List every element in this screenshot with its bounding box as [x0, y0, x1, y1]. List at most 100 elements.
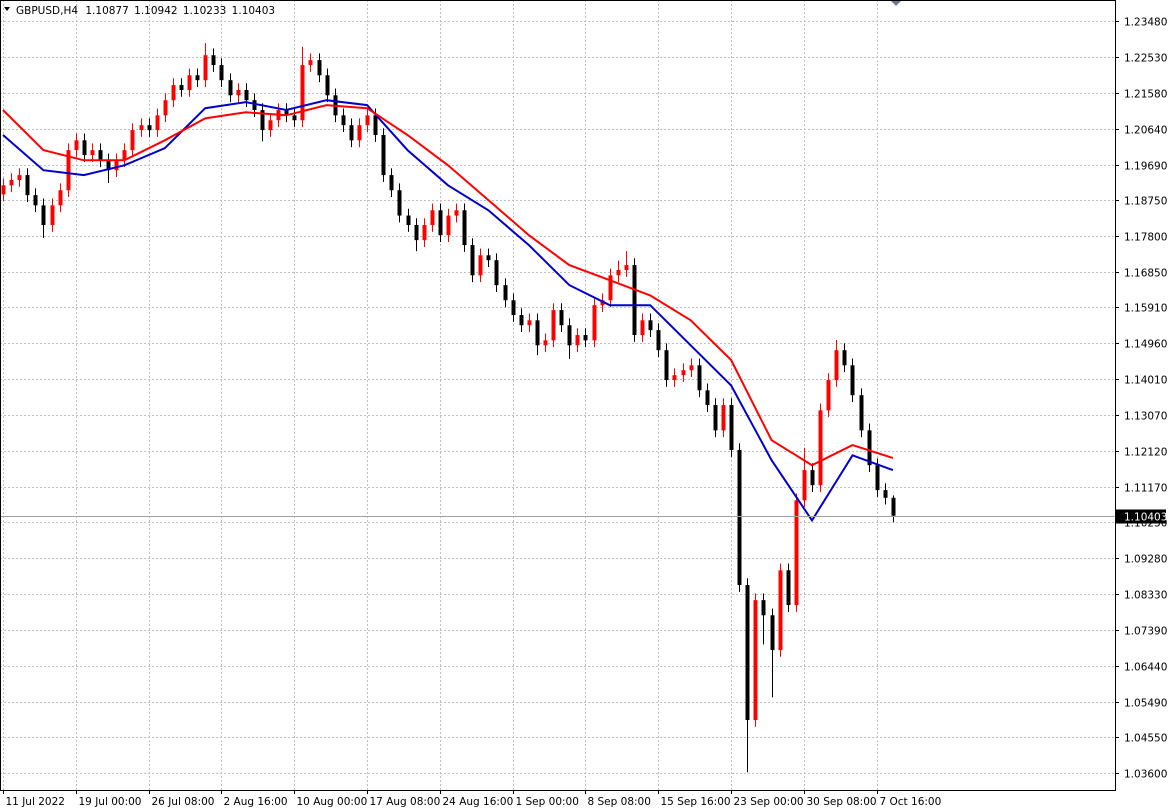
candle-body	[228, 80, 233, 96]
candle-body	[454, 210, 459, 216]
y-tick-label: 1.18750	[1124, 196, 1167, 208]
y-tick-label: 1.16850	[1124, 268, 1167, 280]
y-tick-label: 1.07390	[1124, 626, 1167, 638]
candle-body	[155, 115, 160, 131]
candle-body	[179, 85, 184, 91]
candle-body	[519, 315, 524, 326]
candle-body	[640, 320, 645, 336]
candle-body	[244, 90, 249, 101]
candle-body	[891, 497, 896, 516]
candle-body	[470, 245, 475, 276]
candle-body	[33, 195, 38, 206]
moving-average	[2, 99, 894, 523]
candle-body	[875, 465, 880, 491]
candle-body	[681, 370, 686, 376]
candle-body	[381, 135, 386, 176]
candle-body	[842, 350, 847, 366]
candle-body	[608, 275, 613, 301]
candle-body	[211, 55, 216, 66]
y-tick-label: 1.13070	[1124, 411, 1167, 423]
candle-body	[511, 300, 516, 316]
candle-body	[422, 225, 427, 241]
candle-body	[689, 365, 694, 371]
candle-body	[325, 75, 330, 96]
candle-body	[551, 310, 556, 341]
candle-body	[697, 365, 702, 391]
candle-body	[753, 600, 758, 721]
candle-body	[648, 320, 653, 331]
candle-body	[252, 100, 257, 111]
candle-body	[478, 255, 483, 276]
menu-arrow[interactable]	[4, 7, 10, 11]
candle-body	[656, 330, 661, 351]
candle-body	[357, 125, 362, 141]
y-tick-label: 1.20640	[1124, 125, 1167, 137]
candle-body	[139, 125, 144, 131]
x-tick-label: 23 Sep 00:00	[734, 796, 804, 808]
candle-body	[66, 150, 71, 191]
candle-body	[98, 150, 103, 161]
candle-body	[810, 470, 815, 486]
x-tick-label: 8 Sep 08:00	[588, 796, 651, 808]
candle-body	[794, 500, 799, 606]
candle-body	[114, 160, 119, 171]
candle-body	[834, 350, 839, 381]
y-tick-label: 1.03600	[1124, 769, 1167, 781]
candle-body	[219, 65, 224, 81]
candle-body	[25, 175, 30, 196]
candle-body	[90, 150, 95, 156]
candle-body	[9, 180, 14, 186]
candle-body	[867, 430, 872, 466]
candle-body	[802, 470, 807, 501]
x-tick-label: 7 Oct 16:00	[880, 796, 942, 808]
candle-body	[260, 110, 265, 131]
candle-body	[236, 90, 241, 96]
candle-body	[494, 260, 499, 286]
y-tick-label: 1.22530	[1124, 53, 1167, 65]
candle-body	[438, 210, 443, 236]
current-price-label: 1.10403	[1124, 512, 1167, 524]
candle-body	[575, 335, 580, 346]
candle-body	[74, 140, 79, 151]
candle-body	[397, 190, 402, 216]
candle-body	[171, 85, 176, 101]
candle-body	[373, 115, 378, 136]
candle-body	[535, 320, 540, 346]
close: 1.10403	[232, 5, 275, 17]
x-tick-label: 10 Aug 00:00	[297, 796, 368, 808]
symbol: GBPUSD,H4	[16, 5, 78, 17]
shift-marker[interactable]	[891, 1, 901, 6]
candle-body	[50, 205, 55, 226]
y-tick-label: 1.23480	[1124, 17, 1167, 29]
candle-body	[203, 55, 208, 81]
candle-body	[592, 305, 597, 341]
y-tick-label: 1.05490	[1124, 698, 1167, 710]
y-tick-label: 1.14960	[1124, 339, 1167, 351]
candle-body	[559, 310, 564, 326]
chart-header: GBPUSD,H4 1.10877 1.10942 1.10233 1.1040…	[16, 5, 275, 17]
candle-body	[58, 190, 63, 206]
x-tick-label: 1 Sep 00:00	[516, 796, 579, 808]
candle-body	[786, 570, 791, 606]
candle-body	[41, 205, 46, 226]
moving-average	[2, 104, 894, 467]
x-tick-label: 30 Sep 08:00	[807, 796, 877, 808]
candle-body	[600, 300, 605, 306]
candle-body	[317, 60, 322, 76]
y-tick-label: 1.06440	[1124, 662, 1167, 674]
candle-body	[745, 585, 750, 721]
x-tick-label: 2 Aug 16:00	[224, 796, 288, 808]
y-tick-label: 1.14010	[1124, 375, 1167, 387]
x-tick-label: 26 Jul 08:00	[152, 796, 215, 808]
candle-body	[850, 365, 855, 396]
candle-body	[818, 410, 823, 486]
x-tick-label: 19 Jul 00:00	[79, 796, 142, 808]
high: 1.10942	[134, 5, 177, 17]
candle-body	[761, 600, 766, 616]
candle-body	[770, 615, 775, 651]
candle-body	[122, 150, 127, 161]
candle-body	[664, 350, 669, 381]
candle-body	[778, 570, 783, 651]
candle-body	[389, 175, 394, 191]
